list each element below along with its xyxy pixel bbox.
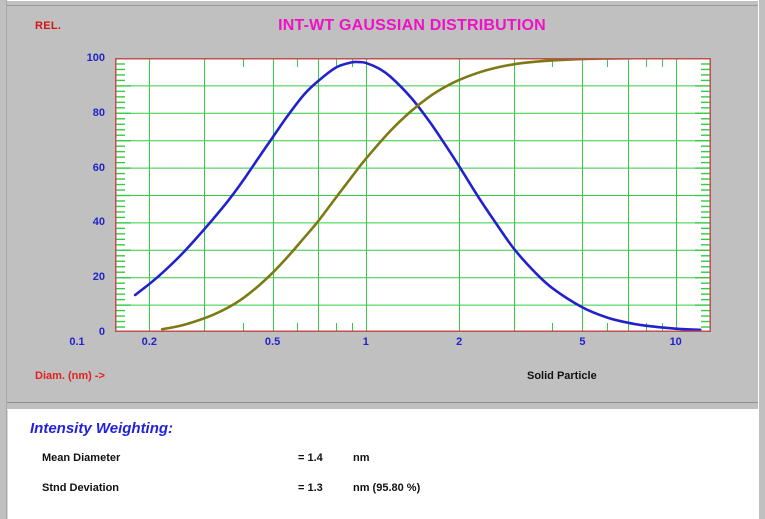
y-tick-label: 100: [86, 52, 105, 64]
result-label: Stnd Deviation: [42, 482, 120, 494]
curve-differential: [133, 60, 702, 332]
plot-area: [115, 58, 711, 332]
results-heading: Intensity Weighting:: [30, 420, 174, 437]
x-axis-ticks: 0.1 0.2 0.5 1 2 5 10: [7, 336, 758, 356]
window-top-bevel: [0, 0, 765, 6]
y-tick-label: 20: [92, 271, 105, 284]
result-row: Stnd Deviation = 1.3 nm (95.80 %): [8, 482, 759, 500]
y-axis-title: REL.: [35, 20, 62, 32]
plot-border: [115, 58, 711, 332]
window-left-edge: [0, 0, 7, 519]
x-tick-label: 0.5: [264, 336, 281, 348]
window-right-edge: [758, 0, 765, 519]
y-axis-ticks: 0 20 40 60 80 100: [43, 52, 105, 338]
y-tick-label: 40: [92, 216, 105, 229]
y-tick-label: 60: [92, 161, 105, 174]
sample-name-label: Solid Particle: [527, 370, 597, 382]
result-value: = 1.4: [298, 452, 323, 464]
y-tick-label: 80: [92, 106, 105, 119]
plot-svg: [115, 58, 711, 332]
x-tick-label: 0.1: [69, 336, 85, 348]
x-tick-label: 10: [669, 336, 682, 348]
result-label: Mean Diameter: [42, 452, 121, 464]
x-tick-label: 5: [579, 336, 586, 348]
results-panel: Intensity Weighting: Mean Diameter = 1.4 n…: [7, 410, 758, 519]
result-value: = 1.3: [298, 482, 323, 494]
x-tick-label: 0.2: [141, 336, 157, 348]
y-tick-label: 0: [98, 326, 105, 338]
x-tick-label: 1: [362, 336, 369, 348]
result-unit: nm (95.80 %): [353, 482, 421, 494]
chart-panel: REL. INT-WT GAUSSIAN DISTRIBUTION 0 20 40 6…: [7, 6, 758, 402]
x-tick-label: 2: [456, 336, 463, 348]
result-unit: nm: [353, 452, 370, 464]
minor-ticks: [115, 58, 711, 332]
result-row: Mean Diameter = 1.4 nm: [8, 452, 759, 470]
x-axis-label: Diam. (nm) ->: [35, 370, 105, 382]
panel-divider: [7, 402, 758, 410]
chart-title: INT-WT GAUSSIAN DISTRIBUTION: [278, 17, 546, 34]
